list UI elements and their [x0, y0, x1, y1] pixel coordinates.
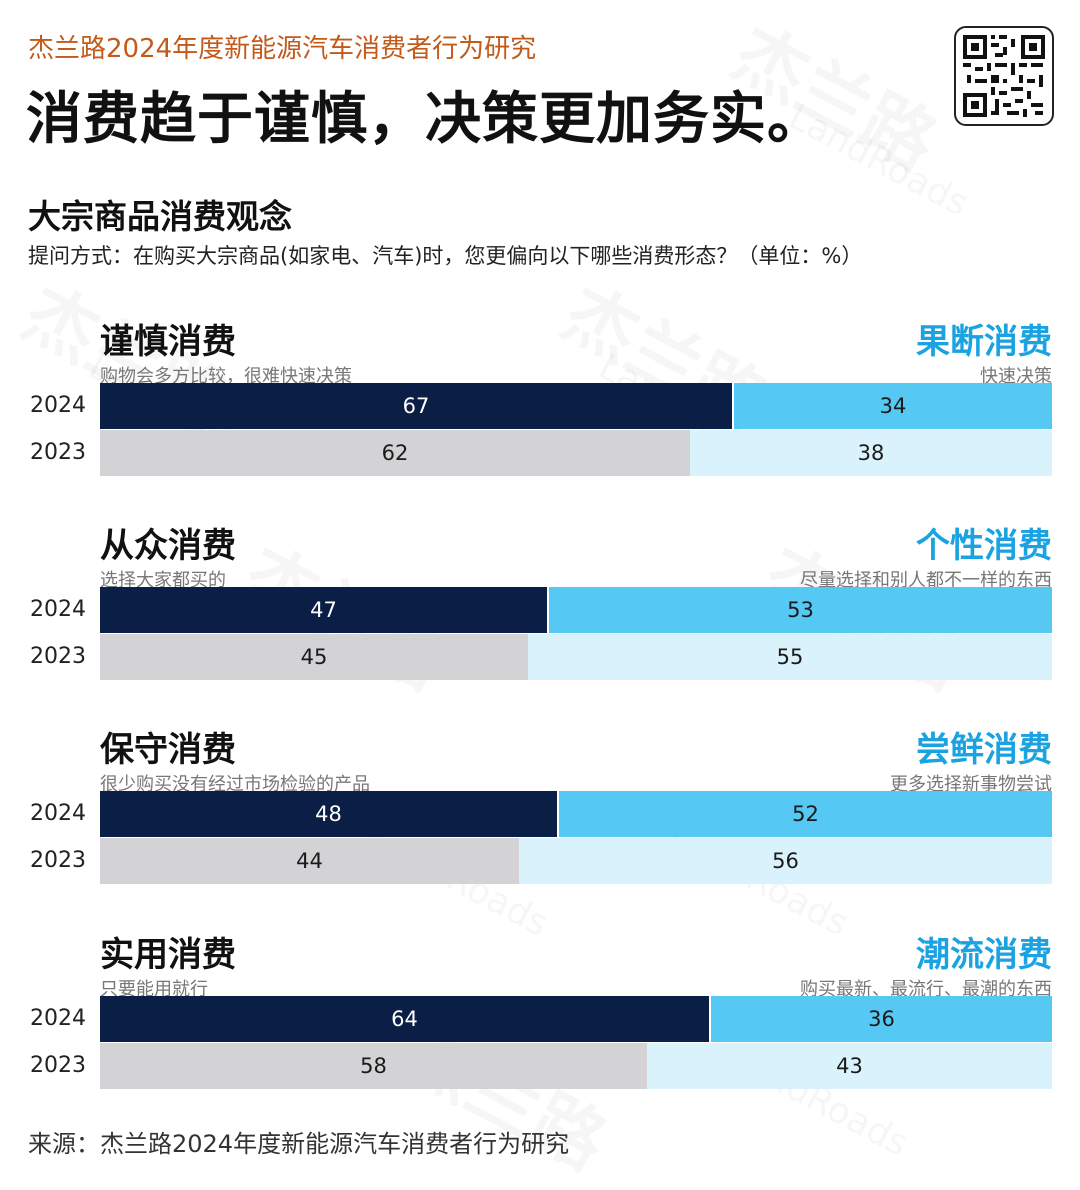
bar-segment-left: 44	[100, 838, 519, 884]
year-label: 2023	[30, 644, 86, 669]
question-text: 提问方式：在购买大宗商品(如家电、汽车)时，您更偏向以下哪些消费形态？（单位：%…	[28, 244, 863, 268]
right-category-label: 尝鲜消费	[916, 730, 1052, 770]
year-label: 2024	[30, 1006, 86, 1031]
year-label: 2023	[30, 1053, 86, 1078]
right-category-label: 个性消费	[916, 526, 1052, 566]
source-note: 来源：杰兰路2024年度新能源汽车消费者行为研究	[28, 1130, 570, 1158]
bar-segment-right: 38	[690, 430, 1052, 476]
bar-segment-left: 48	[100, 791, 557, 837]
stacked-bar: 48 52	[100, 791, 1052, 837]
stacked-bar: 58 43	[100, 1043, 1052, 1089]
bar-segment-left: 58	[100, 1043, 647, 1089]
bar-segment-right: 55	[528, 634, 1052, 680]
stacked-bar: 44 56	[100, 838, 1052, 884]
bar-segment-left: 47	[100, 587, 547, 633]
right-category-label: 果断消费	[916, 322, 1052, 362]
left-category-label: 谨慎消费	[100, 322, 236, 362]
bar-segment-left: 67	[100, 383, 732, 429]
qr-code-graphic	[961, 33, 1047, 119]
right-category-desc: 尽量选择和别人都不一样的东西	[800, 570, 1052, 591]
bar-segment-right: 53	[547, 587, 1052, 633]
right-category-desc: 购买最新、最流行、最潮的东西	[800, 979, 1052, 1000]
chart-group: 谨慎消费购物会多方比较，很难快速决策 果断消费快速决策 2024 67 34 2023 62…	[0, 314, 1080, 510]
chart-group: 保守消费很少购买没有经过市场检验的产品 尝鲜消费更多选择新事物尝试 2024 48 52…	[0, 722, 1080, 918]
right-category-desc: 快速决策	[980, 366, 1052, 387]
left-category-label: 保守消费	[100, 730, 236, 770]
year-label: 2023	[30, 440, 86, 465]
bar-segment-left: 64	[100, 996, 709, 1042]
stacked-bar: 47 53	[100, 587, 1052, 633]
bar-segment-left: 62	[100, 430, 690, 476]
bar-segment-right: 56	[519, 838, 1052, 884]
stacked-bar: 64 36	[100, 996, 1052, 1042]
bar-segment-right: 52	[557, 791, 1052, 837]
section-title: 大宗商品消费观念	[28, 197, 292, 236]
year-label: 2023	[30, 848, 86, 873]
left-category-desc: 只要能用就行	[100, 979, 208, 1000]
qr-code-icon	[954, 26, 1054, 126]
year-label: 2024	[30, 597, 86, 622]
stacked-bar: 67 34	[100, 383, 1052, 429]
stacked-bar: 62 38	[100, 430, 1052, 476]
bar-segment-right: 34	[732, 383, 1052, 429]
left-category-desc: 购物会多方比较，很难快速决策	[100, 366, 352, 387]
chart-group: 实用消费只要能用就行 潮流消费购买最新、最流行、最潮的东西 2024 64 36 2023…	[0, 927, 1080, 1123]
bar-segment-right: 36	[709, 996, 1052, 1042]
left-category-label: 从众消费	[100, 526, 236, 566]
bar-segment-right: 43	[647, 1043, 1052, 1089]
headline: 消费趋于谨慎，决策更加务实。	[26, 87, 824, 152]
series-title: 杰兰路2024年度新能源汽车消费者行为研究	[28, 34, 537, 64]
left-category-desc: 很少购买没有经过市场检验的产品	[100, 774, 370, 795]
chart-group: 从众消费选择大家都买的 个性消费尽量选择和别人都不一样的东西 2024 47 53 202…	[0, 518, 1080, 714]
right-category-desc: 更多选择新事物尝试	[890, 774, 1052, 795]
year-label: 2024	[30, 393, 86, 418]
stacked-bar: 45 55	[100, 634, 1052, 680]
year-label: 2024	[30, 801, 86, 826]
left-category-label: 实用消费	[100, 935, 236, 975]
left-category-desc: 选择大家都买的	[100, 570, 226, 591]
bar-segment-left: 45	[100, 634, 528, 680]
right-category-label: 潮流消费	[916, 935, 1052, 975]
